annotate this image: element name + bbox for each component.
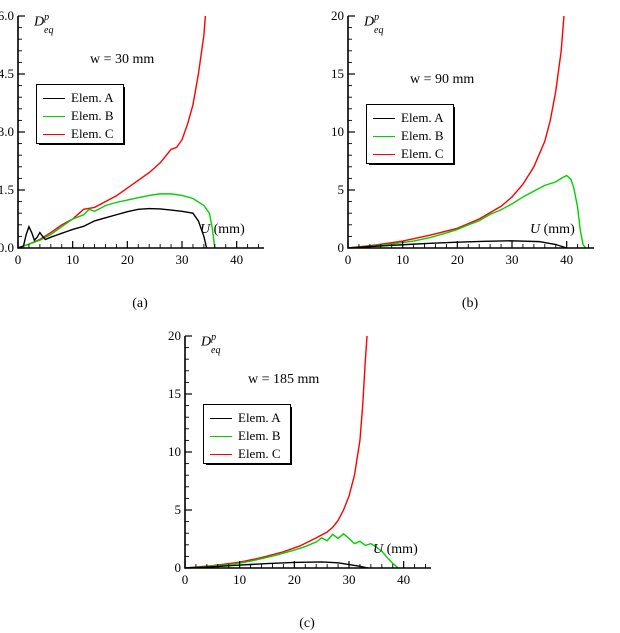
ytick-label: 0 [312,240,344,256]
legend-label: Elem. C [401,146,444,162]
legend-label: Elem. B [238,428,281,444]
xtick-label: 10 [66,252,79,268]
legend-row: Elem. C [43,125,117,143]
xtick-label: 40 [230,252,243,268]
xtick-label: 20 [288,572,301,588]
legend-label: Elem. A [401,110,444,126]
ytick-label: 0 [149,560,181,576]
xtick-label: 20 [451,252,464,268]
panel-annotation: w = 90 mm [410,72,474,88]
y-axis-label: Dpeq [34,12,49,48]
ytick-label: 5 [312,182,344,198]
legend-row: Elem. C [210,445,284,463]
xtick-label: 0 [182,572,189,588]
ytick-label: 5 [149,502,181,518]
legend-row: Elem. C [373,145,447,163]
legend-row: Elem. A [43,89,117,107]
ytick-label: 15 [312,66,344,82]
legend-row: Elem. B [210,427,284,445]
legend-swatch [43,134,65,135]
legend: Elem. A Elem. B Elem. C [36,84,124,144]
legend-label: Elem. B [401,128,444,144]
x-axis-label: U (mm) [200,222,245,238]
ytick-label: 20 [312,8,344,24]
x-axis-label: U (mm) [373,542,418,558]
legend-label: Elem. B [71,108,114,124]
ytick-label: 6.0 [0,8,14,24]
xtick-label: 40 [397,572,410,588]
ytick-label: 4.5 [0,66,14,82]
xtick-label: 30 [343,572,356,588]
legend: Elem. A Elem. B Elem. C [366,104,454,164]
legend-label: Elem. A [71,90,114,106]
legend-swatch [210,436,232,437]
ytick-label: 0.0 [0,240,14,256]
legend-swatch [210,454,232,455]
legend-label: Elem. A [238,410,281,426]
panel-annotation: w = 30 mm [90,52,154,68]
series-A [18,209,207,248]
xtick-label: 20 [121,252,134,268]
ytick-label: 20 [149,328,181,344]
legend-swatch [373,118,395,119]
panel-caption: (b) [450,296,490,312]
panel-annotation: w = 185 mm [248,372,319,388]
panel-caption: (c) [287,616,327,632]
legend-row: Elem. A [373,109,447,127]
ytick-label: 15 [149,386,181,402]
legend-swatch [43,98,65,99]
legend-row: Elem. B [373,127,447,145]
legend-swatch [43,116,65,117]
legend-label: Elem. C [238,446,281,462]
legend-row: Elem. B [43,107,117,125]
xtick-label: 10 [396,252,409,268]
legend-swatch [373,136,395,137]
legend-swatch [210,418,232,419]
x-axis-label: U (mm) [530,222,575,238]
legend-label: Elem. C [71,126,114,142]
y-axis-label: Dpeq [201,332,216,368]
ytick-label: 1.5 [0,182,14,198]
ytick-label: 3.0 [0,124,14,140]
xtick-label: 40 [560,252,573,268]
legend-row: Elem. A [210,409,284,427]
xtick-label: 0 [15,252,22,268]
y-axis-label: Dpeq [364,12,379,48]
xtick-label: 30 [506,252,519,268]
ytick-label: 10 [149,444,181,460]
xtick-label: 30 [176,252,189,268]
legend-swatch [373,154,395,155]
legend: Elem. A Elem. B Elem. C [203,404,291,464]
ytick-label: 10 [312,124,344,140]
xtick-label: 0 [345,252,352,268]
series-B [18,194,215,248]
panel-caption: (a) [120,296,160,312]
xtick-label: 10 [233,572,246,588]
